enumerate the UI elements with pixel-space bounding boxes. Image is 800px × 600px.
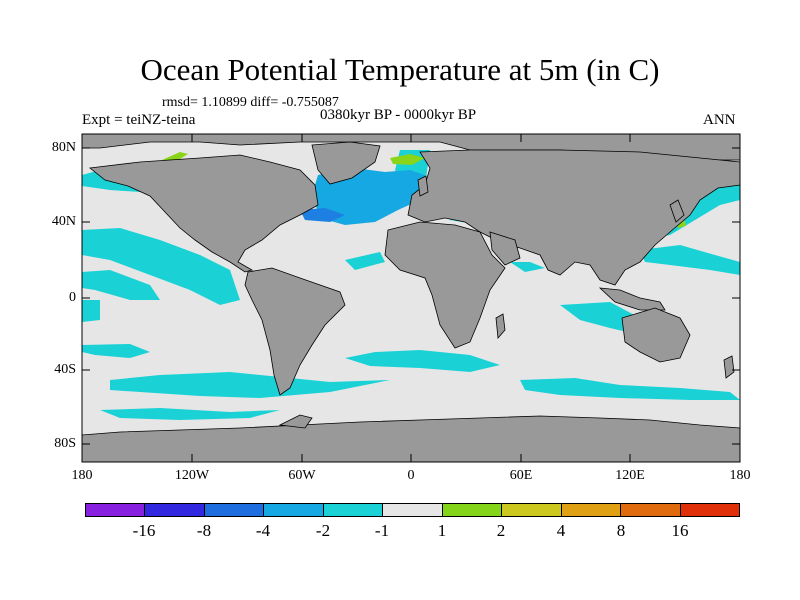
lat-label-40s: 40S: [54, 362, 76, 377]
legend-label: -2: [315, 521, 331, 540]
period-label: 0380kyr BP - 0000kyr BP: [320, 107, 477, 123]
lat-label-0: 0: [69, 290, 76, 305]
legend-label: 1: [437, 521, 447, 540]
land-masses: [81, 133, 741, 463]
legend-label: 2: [496, 521, 506, 540]
legend-label: -1: [374, 521, 390, 540]
legend-label: 4: [556, 521, 566, 540]
legend-swatch: [204, 504, 265, 516]
legend-swatch: [502, 504, 562, 516]
legend-label: -4: [255, 521, 271, 540]
lat-label-40n: 40N: [51, 214, 76, 229]
legend-swatch: [621, 504, 681, 516]
experiment-label: Expt = teiNZ-teina: [82, 112, 196, 128]
lat-label-80s: 80S: [54, 436, 76, 451]
lon-label-120w: 120W: [174, 468, 210, 483]
lon-label-180e: 180: [729, 468, 751, 483]
lon-label-180w: 180: [71, 468, 93, 483]
legend-swatch: [680, 504, 739, 516]
lon-label-120e: 120E: [615, 468, 645, 483]
legend-label: -8: [196, 521, 212, 540]
season-label: ANN: [703, 112, 736, 128]
lon-label-60e: 60E: [509, 468, 533, 483]
legend-label: 16: [671, 521, 689, 540]
legend-swatch: [86, 504, 146, 516]
legend-swatch: [383, 504, 443, 516]
rmsd-diff-stats: rmsd= 1.10899 diff= -0.755087: [162, 95, 339, 110]
axis-ticks: [82, 134, 740, 462]
lon-label-60w: 60W: [288, 468, 316, 483]
color-legend: [85, 503, 740, 517]
map-title: Ocean Potential Temperature at 5m (in C): [140, 52, 660, 87]
legend-label: -16: [132, 521, 156, 540]
lat-label-80n: 80N: [51, 140, 76, 155]
legend-swatch: [561, 504, 622, 516]
legend-swatch: [264, 504, 324, 516]
blue-anomaly-regions: [300, 168, 425, 225]
legend-swatch: [323, 504, 384, 516]
legend-swatch: [145, 504, 205, 516]
lon-label-0: 0: [407, 468, 415, 483]
legend-label: 8: [616, 521, 626, 540]
legend-swatch: [442, 504, 503, 516]
